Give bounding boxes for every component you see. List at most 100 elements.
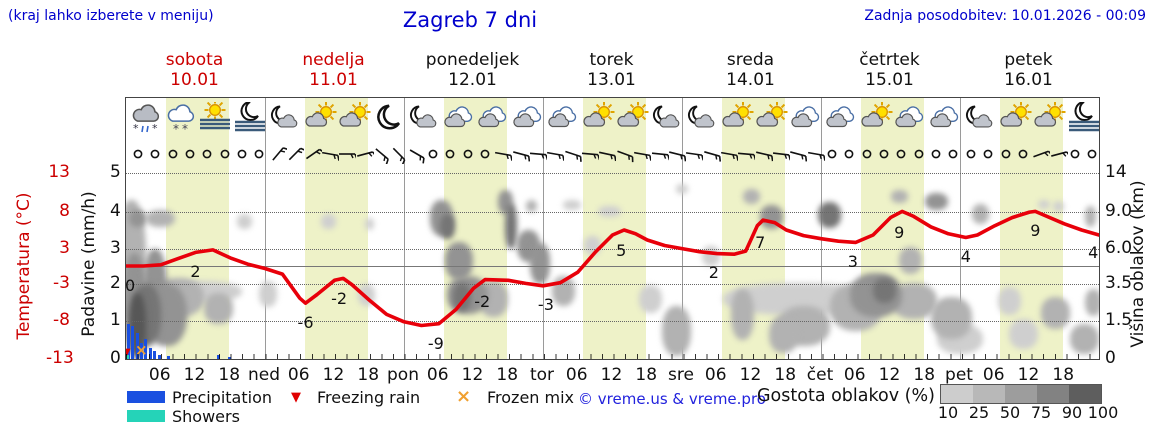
wind-barb-icon xyxy=(1050,144,1068,164)
wind-calm-icon xyxy=(859,144,875,164)
wind-barb-icon xyxy=(737,144,756,164)
svg-text:*: * xyxy=(182,122,188,136)
moon-cloud-icon xyxy=(406,102,442,136)
wind-calm-icon xyxy=(876,144,892,164)
temp-tick-13: 13 xyxy=(48,162,70,182)
moon-cloud-icon xyxy=(649,102,685,136)
day-divider xyxy=(682,98,683,359)
cloud-blob xyxy=(453,283,471,311)
wind-calm-icon xyxy=(477,144,493,164)
cloud-icon xyxy=(892,102,928,136)
x-hour-label: 12 xyxy=(878,365,901,385)
x-hour-label: 06 xyxy=(843,365,866,385)
cloud-blob xyxy=(128,210,147,228)
wind-barb-icon xyxy=(581,144,600,164)
temp-value-label: -2 xyxy=(331,289,348,309)
precipitation-axis-title: Padavine (mm/h) xyxy=(79,191,99,337)
wind-calm-icon xyxy=(841,144,857,164)
x-day-abbrev-pon: pon xyxy=(387,365,419,385)
wind-calm-icon xyxy=(928,144,944,164)
cloud-icon xyxy=(823,102,859,136)
cloud-blob xyxy=(1084,205,1097,227)
cloud-blob xyxy=(925,193,949,211)
wind-barb-icon xyxy=(338,144,357,164)
day-name: torek xyxy=(589,50,634,70)
freezing-rain-legend-label: Freezing rain xyxy=(317,388,421,407)
day-date: 16.01 xyxy=(1004,70,1053,90)
wind-calm-icon xyxy=(911,144,927,164)
day-header-četrtek: četrtek 15.01 xyxy=(820,50,960,90)
cloud-blob xyxy=(440,214,455,240)
gradient-label-25: 25 xyxy=(968,403,990,422)
wind-barb-icon xyxy=(304,144,322,164)
day-header-sreda: sreda 14.01 xyxy=(681,50,821,90)
sun-cloud-icon xyxy=(997,102,1033,136)
x-hour-label: 06 xyxy=(148,365,171,385)
chart-frame: * * * * 0 2 -6 -2 -9 -2 -3 5 2 7 3 9 4 9 4 ▼ × xyxy=(125,97,1100,360)
temperature-curve xyxy=(126,209,1099,328)
x-hour-label: 06 xyxy=(704,365,727,385)
x-hour-label: 18 xyxy=(357,365,380,385)
km-tick-1.5: 1.5 xyxy=(1105,310,1133,330)
x-hour-label: 18 xyxy=(218,365,241,385)
wind-barb-icon xyxy=(651,144,669,164)
day-header-torek: torek 13.01 xyxy=(542,50,682,90)
km-tick-0: 0 xyxy=(1105,348,1116,368)
cloud-blob xyxy=(661,306,691,357)
wind-calm-icon xyxy=(147,144,163,164)
gridline-dotted xyxy=(126,173,1099,174)
precip-bar xyxy=(130,325,134,359)
day-name: sobota xyxy=(165,50,224,70)
x-hour-label: 12 xyxy=(600,365,623,385)
wind-barb-icon xyxy=(1032,144,1051,164)
x-hour-label: 06 xyxy=(426,365,449,385)
plot-area: 0 2 -6 -2 -9 -2 -3 5 2 7 3 9 4 9 4 ▼ × xyxy=(126,166,1099,359)
svg-text:*: * xyxy=(152,122,158,135)
wind-barb-icon xyxy=(703,144,721,164)
x-hour-label: 12 xyxy=(1017,365,1040,385)
cloud-icon xyxy=(788,102,824,136)
wind-calm-icon xyxy=(963,144,979,164)
frozen-mix-legend-label: Frozen mix xyxy=(487,388,575,407)
cloud-blob xyxy=(971,204,989,225)
svg-text:*: * xyxy=(173,122,179,136)
gradient-segment xyxy=(1037,385,1069,403)
copyright-link[interactable]: © vreme.us & vreme.pro xyxy=(578,390,766,408)
gradient-label-75: 75 xyxy=(1030,403,1052,422)
x-hour-label: 18 xyxy=(635,365,658,385)
freezing-rain-icon: ▼ xyxy=(291,390,301,405)
wind-calm-icon xyxy=(460,144,476,164)
x-hour-label: 06 xyxy=(982,365,1005,385)
wind-barb-icon xyxy=(633,144,652,164)
day-date: 11.01 xyxy=(309,70,358,90)
x-day-abbrev-čet: čet xyxy=(806,365,834,385)
wind-calm-icon xyxy=(1067,144,1083,164)
wind-calm-icon xyxy=(182,144,198,164)
cloud-icon xyxy=(510,102,546,136)
gradient-label-50: 50 xyxy=(999,403,1021,422)
temperature-axis-title: Temperatura (°C) xyxy=(14,192,34,340)
wind-barb-icon xyxy=(286,144,305,164)
cloud-icon xyxy=(441,102,477,136)
last-update-text: Zadnja posodobitev: 10.01.2026 - 00:09 xyxy=(864,8,1146,24)
sun-cloud-icon xyxy=(753,102,789,136)
wind-calm-icon xyxy=(945,144,961,164)
wind-barb-icon xyxy=(321,144,339,164)
day-name: ponedeljek xyxy=(425,50,520,70)
day-date: 12.01 xyxy=(448,70,497,90)
sun-cloud-icon xyxy=(302,102,338,136)
temp-tick--3: -3 xyxy=(53,273,70,293)
temp-tick-3: 3 xyxy=(59,238,70,258)
precip-bar xyxy=(126,323,130,359)
cloud-blob xyxy=(259,280,277,308)
cloud-icon xyxy=(927,102,963,136)
wind-calm-icon xyxy=(442,144,458,164)
frozen-mix-icon: × xyxy=(456,386,472,407)
wind-calm-icon xyxy=(824,144,840,164)
precip-tick-2: 2 xyxy=(110,273,121,293)
snow-icon: * * xyxy=(163,102,199,136)
wind-barb-icon xyxy=(772,144,790,164)
temp-value-label: -6 xyxy=(297,313,314,333)
wind-barb-icon xyxy=(494,144,513,164)
daylight-band xyxy=(583,98,646,359)
